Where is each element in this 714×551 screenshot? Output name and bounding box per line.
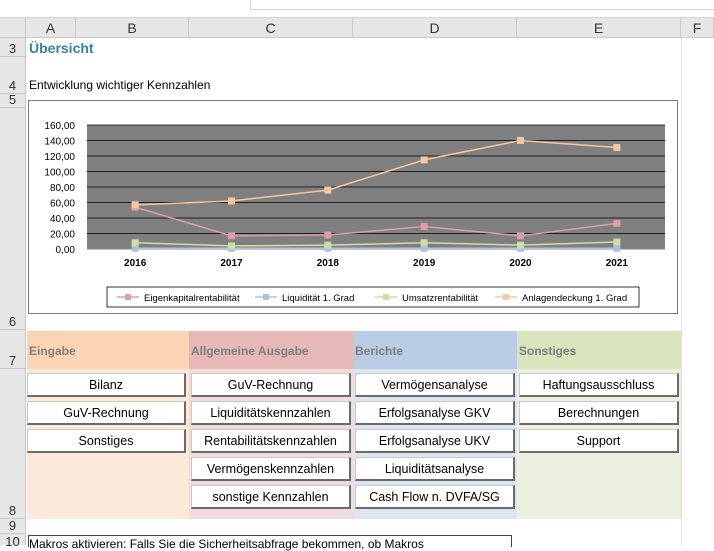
data-point (420, 239, 428, 247)
data-point (420, 244, 428, 252)
nav-button[interactable]: Rentabilitätskennzahlen (191, 429, 351, 453)
column-header-d[interactable]: D (353, 18, 517, 38)
section-header: Berichte (353, 331, 517, 369)
nav-button[interactable]: Liquiditätskennzahlen (191, 401, 351, 425)
nav-button[interactable]: Haftungsausschluss (519, 373, 679, 397)
y-tick-label: 0,00 (56, 245, 76, 256)
nav-button[interactable]: Erfolgsanalyse UKV (355, 429, 515, 453)
section-title: Berichte (355, 344, 404, 358)
section-sonstiges: Sonstiges Haftungsausschluss Berechnungen S… (517, 331, 681, 519)
data-point (131, 201, 139, 209)
data-point (228, 197, 235, 205)
data-point (324, 186, 332, 194)
data-point (420, 156, 428, 164)
data-point (613, 238, 621, 246)
x-tick-label: 2019 (413, 258, 436, 269)
data-point (420, 223, 428, 231)
legend-box (106, 286, 640, 308)
section-header: Allgemeine Ausgabe (189, 331, 353, 369)
formula-input[interactable] (250, 0, 714, 10)
y-tick-label: 60,00 (50, 199, 75, 210)
data-point (131, 239, 139, 247)
nav-button[interactable]: Berechnungen (519, 401, 679, 425)
nav-button[interactable]: Vermögensanalyse (355, 373, 515, 397)
legend-entry: Umsatzrentabilität (402, 293, 478, 304)
section-header: Sonstiges (517, 331, 681, 369)
column-header-f[interactable]: F (681, 18, 714, 38)
y-tick-label: 20,00 (50, 230, 75, 241)
nav-button[interactable]: Cash Flow n. DVFA/SG (355, 485, 515, 509)
y-tick-label: 160,00 (44, 121, 75, 132)
note-box (28, 535, 512, 547)
row-header-8[interactable]: 8 (0, 369, 26, 519)
column-header-b[interactable]: B (76, 18, 189, 38)
chart-subtitle: Entwicklung wichtiger Kennzahlen (29, 78, 211, 92)
series-line (135, 139, 617, 206)
x-tick-label: 2017 (220, 258, 243, 269)
row-header-3[interactable]: 3 (0, 38, 26, 57)
section-allgemeine-ausgabe: Allgemeine Ausgabe GuV-Rechnung Liquidität… (189, 331, 353, 519)
line-chart: 0,00 20,00 40,00 60,00 80,00 100,00 120,00 140,… (44, 121, 665, 308)
data-point (613, 143, 621, 151)
data-point (324, 231, 332, 239)
y-tick-label: 80,00 (50, 183, 75, 194)
row-header-10[interactable]: 10 (0, 534, 26, 549)
row-header-7[interactable]: 7 (0, 330, 26, 369)
x-tick-label: 2021 (606, 258, 629, 269)
data-point (228, 232, 235, 240)
row-header-6[interactable]: 6 (0, 108, 26, 330)
series-line (134, 206, 617, 237)
legend-swatch-marker (263, 294, 269, 300)
series-line (135, 241, 617, 247)
x-tick-label: 2016 (124, 258, 147, 269)
nav-button[interactable]: Sonstiges (27, 429, 186, 453)
legend-swatch-marker (503, 294, 509, 300)
section-berichte: Berichte Vermögensanalyse Erfolgsanalyse G… (353, 331, 517, 519)
macro-note: Makros aktivieren: Falls Sie die Sicherh… (29, 537, 424, 551)
legend-swatch-marker (383, 294, 389, 300)
formula-bar[interactable] (0, 0, 714, 18)
data-point (517, 137, 524, 144)
page-title: Übersicht (29, 40, 94, 56)
legend-entry: Anlagendeckung 1. Grad (522, 293, 627, 304)
y-tick-label: 40,00 (50, 214, 75, 225)
data-point (324, 241, 332, 249)
nav-button[interactable]: Liquiditätsanalyse (355, 457, 515, 481)
section-title: Eingabe (29, 344, 76, 358)
nav-button[interactable]: sonstige Kennzahlen (191, 485, 351, 509)
select-all-corner[interactable] (0, 18, 26, 38)
row-header-5[interactable]: 5 (0, 93, 26, 108)
nav-button[interactable]: GuV-Rechnung (191, 373, 351, 397)
section-header: Eingabe (27, 331, 189, 369)
column-header-a[interactable]: A (26, 18, 76, 38)
y-tick-label: 140,00 (44, 137, 75, 148)
nav-button[interactable]: Vermögenskennzahlen (191, 457, 351, 481)
data-point (228, 242, 235, 250)
row-header-4[interactable]: 4 (0, 57, 26, 94)
section-title: Sonstiges (519, 344, 577, 358)
column-header-c[interactable]: C (189, 18, 353, 38)
data-point (613, 219, 621, 227)
section-title: Allgemeine Ausgabe (191, 344, 309, 358)
data-point (517, 232, 524, 240)
nav-button[interactable]: GuV-Rechnung (27, 401, 186, 425)
data-point (613, 244, 621, 252)
x-tick-label: 2020 (509, 258, 532, 269)
row-header-9[interactable]: 9 (0, 519, 26, 534)
chart-container[interactable]: 0,00 20,00 40,00 60,00 80,00 100,00 120,00 140,… (28, 100, 678, 314)
nav-button[interactable]: Erfolgsanalyse GKV (355, 401, 515, 425)
gridline-column-f (681, 38, 682, 545)
y-tick-label: 100,00 (44, 168, 75, 179)
nav-button[interactable]: Bilanz (27, 373, 186, 397)
column-header-e[interactable]: E (517, 18, 681, 38)
legend-entry: Eigenkapitalrentabilität (144, 293, 240, 304)
x-tick-label: 2018 (317, 258, 340, 269)
data-point (517, 241, 524, 249)
y-tick-label: 120,00 (44, 152, 75, 163)
legend-entry: Liquidität 1. Grad (282, 293, 354, 304)
section-eingabe: Eingabe Bilanz GuV-Rechnung Sonstiges (27, 331, 189, 519)
legend-swatch-marker (125, 294, 131, 300)
nav-button[interactable]: Support (519, 429, 679, 453)
data-point (131, 244, 139, 252)
